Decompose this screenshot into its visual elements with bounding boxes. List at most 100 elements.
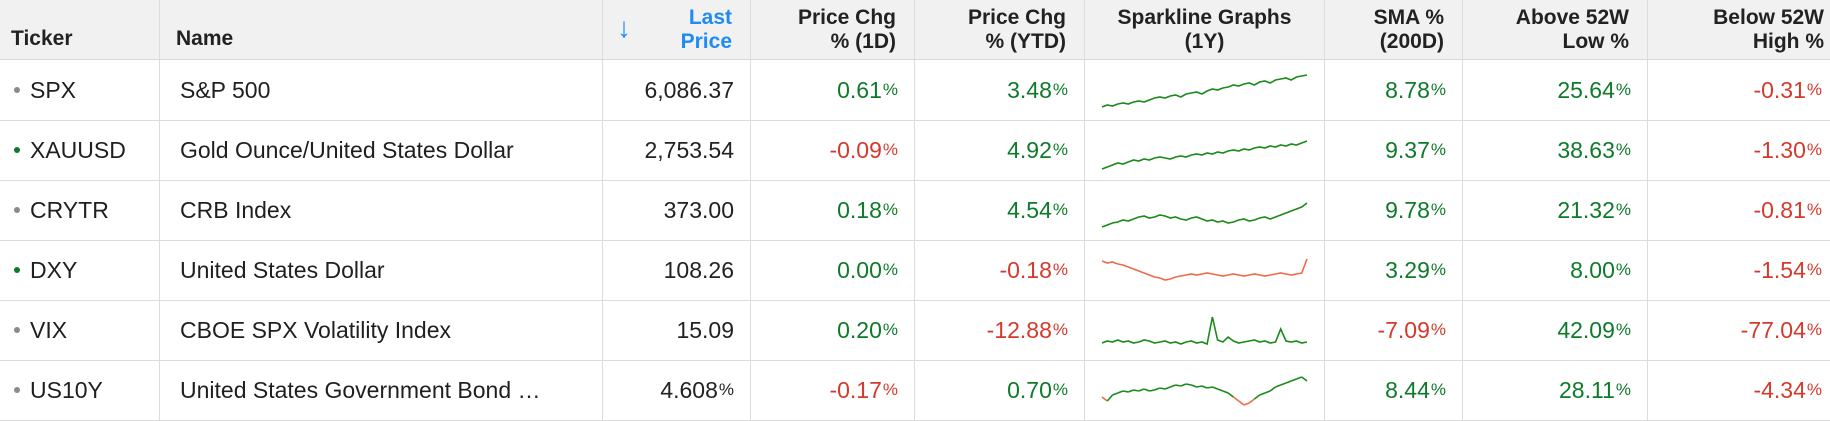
sparkline-segment — [1216, 388, 1223, 392]
table-row[interactable]: XAUUSD Gold Ounce/United States Dollar 2,7… — [0, 120, 1830, 181]
instrument-name-cell: United States Government Bond … — [160, 360, 603, 420]
cell-value: -1.54 — [1753, 256, 1806, 283]
instrument-name: United States Government Bond … — [180, 376, 541, 403]
ticker-symbol[interactable]: VIX — [30, 316, 68, 343]
sparkline-segment — [1132, 389, 1139, 392]
table-row[interactable]: US10Y United States Government Bond … 4.60… — [0, 360, 1830, 421]
cell-value: 4.92 — [1007, 136, 1052, 163]
header-chg-ytd[interactable]: Price Chg % (YTD) — [915, 0, 1085, 59]
header-last-price-line2: Price — [680, 29, 732, 53]
header-ticker[interactable]: Ticker — [0, 0, 160, 59]
header-sparkline[interactable]: Sparkline Graphs (1Y) — [1085, 0, 1325, 59]
header-last-price[interactable]: ↓ Last Price — [603, 0, 751, 59]
cell-value: 0.18 — [837, 196, 882, 223]
cell-value: 21.32 — [1557, 196, 1615, 223]
cell-value: 38.63 — [1557, 136, 1615, 163]
sparkline-segment — [1164, 386, 1171, 390]
cell-value: 25.64 — [1557, 76, 1615, 103]
sparkline-graph — [1101, 140, 1307, 170]
table-row[interactable]: VIX CBOE SPX Volatility Index 15.09 0.20% -1… — [0, 300, 1830, 361]
ticker-symbol[interactable]: XAUUSD — [30, 136, 126, 163]
percent-sign: % — [1615, 200, 1631, 219]
sparkline-segment — [1248, 398, 1255, 404]
last-price-cell: 15.09 — [603, 300, 751, 360]
header-chg-1d[interactable]: Price Chg % (1D) — [751, 0, 915, 59]
ticker-symbol[interactable]: SPX — [30, 76, 77, 103]
below-52w-high-cell: -0.31% — [1648, 60, 1830, 120]
percent-sign: % — [1615, 80, 1631, 99]
percent-sign: % — [1806, 140, 1822, 159]
ticker-cell[interactable]: XAUUSD — [0, 120, 160, 180]
sparkline-segment — [1201, 385, 1207, 389]
status-dot-icon — [14, 267, 20, 273]
ticker-symbol[interactable]: US10Y — [30, 376, 103, 403]
header-below-52w-high[interactable]: Below 52W High % — [1648, 0, 1830, 59]
sparkline-graph — [1101, 316, 1307, 346]
below-52w-high-cell: -77.04% — [1648, 300, 1830, 360]
percent-sign: % — [1615, 380, 1631, 399]
header-name[interactable]: Name — [160, 0, 603, 59]
above-52w-low-cell: 38.63% — [1463, 120, 1648, 180]
percent-sign: % — [1615, 260, 1631, 279]
table-row[interactable]: CRYTR CRB Index 373.00 0.18% 4.54% 9.78% 21.32… — [0, 180, 1830, 241]
ticker-cell[interactable]: VIX — [0, 300, 160, 360]
cell-value: -0.81 — [1753, 196, 1806, 223]
cell-value: -0.18 — [999, 256, 1052, 283]
ticker-cell[interactable]: SPX — [0, 60, 160, 120]
header-ticker-label: Ticker — [11, 27, 73, 50]
sparkline-graph — [1101, 74, 1307, 108]
ticker-cell[interactable]: CRYTR — [0, 180, 160, 240]
sparkline-segment — [1264, 390, 1270, 394]
instrument-name-cell: Gold Ounce/United States Dollar — [160, 120, 603, 180]
cell-value: 0.20 — [837, 316, 882, 343]
sparkline-segment — [1153, 387, 1160, 391]
table-row[interactable]: DXY United States Dollar 108.26 0.00% -0.18%… — [0, 240, 1830, 301]
cell-value: 15.09 — [676, 316, 734, 343]
cell-value: 9.37 — [1385, 136, 1430, 163]
percent-sign: % — [882, 140, 898, 159]
last-price-cell: 2,753.54 — [603, 120, 751, 180]
ticker-cell[interactable]: DXY — [0, 240, 160, 300]
last-price-cell: 6,086.37 — [603, 60, 751, 120]
header-above-52w-low[interactable]: Above 52W Low % — [1463, 0, 1648, 59]
cell-value: 8.78 — [1385, 76, 1430, 103]
header-chg-1d-line1: Price Chg — [797, 5, 896, 29]
ticker-cell[interactable]: US10Y — [0, 360, 160, 420]
header-sma[interactable]: SMA % (200D) — [1325, 0, 1463, 59]
price-change-1d-cell: 0.20% — [751, 300, 915, 360]
instrument-name-cell: CRB Index — [160, 180, 603, 240]
sparkline-segment — [1232, 396, 1239, 402]
sma-200d-cell: -7.09% — [1325, 300, 1463, 360]
table-row[interactable]: SPX S&P 500 6,086.37 0.61% 3.48% 8.78% 25.64% -… — [0, 60, 1830, 121]
sparkline-segment — [1222, 390, 1228, 394]
sparkline-segment — [1148, 389, 1155, 392]
cell-value: -12.88 — [986, 316, 1052, 343]
ticker-symbol[interactable]: CRYTR — [30, 196, 109, 223]
percent-sign: % — [1052, 200, 1068, 219]
price-change-1d-cell: -0.09% — [751, 120, 915, 180]
ticker-symbol[interactable]: DXY — [30, 256, 78, 283]
header-above-low-line2: Low % — [1562, 29, 1630, 53]
cell-value: -7.09 — [1377, 316, 1430, 343]
sma-200d-cell: 9.78% — [1325, 180, 1463, 240]
cell-value: 42.09 — [1557, 316, 1615, 343]
header-sparkline-line1: Sparkline Graphs — [1117, 5, 1292, 29]
instrument-name: Gold Ounce/United States Dollar — [180, 136, 514, 163]
sort-descending-icon[interactable]: ↓ — [617, 12, 631, 43]
sparkline-line — [1101, 74, 1307, 108]
last-price-cell: 4.608% — [603, 360, 751, 420]
sma-200d-cell: 9.37% — [1325, 120, 1463, 180]
header-chg-ytd-line2: % (YTD) — [985, 29, 1067, 53]
sparkline-segment — [1101, 396, 1108, 402]
percent-sign: % — [1615, 320, 1631, 339]
sparkline-graph — [1101, 376, 1307, 406]
sparkline-line — [1101, 140, 1307, 170]
price-change-ytd-cell: 3.48% — [915, 60, 1085, 120]
below-52w-high-cell: -1.30% — [1648, 120, 1830, 180]
sparkline-segment — [1185, 383, 1192, 386]
instrument-name-cell: CBOE SPX Volatility Index — [160, 300, 603, 360]
percent-sign: % — [1806, 380, 1822, 399]
sparkline-line — [1101, 258, 1308, 281]
cell-value: -4.34 — [1753, 376, 1806, 403]
